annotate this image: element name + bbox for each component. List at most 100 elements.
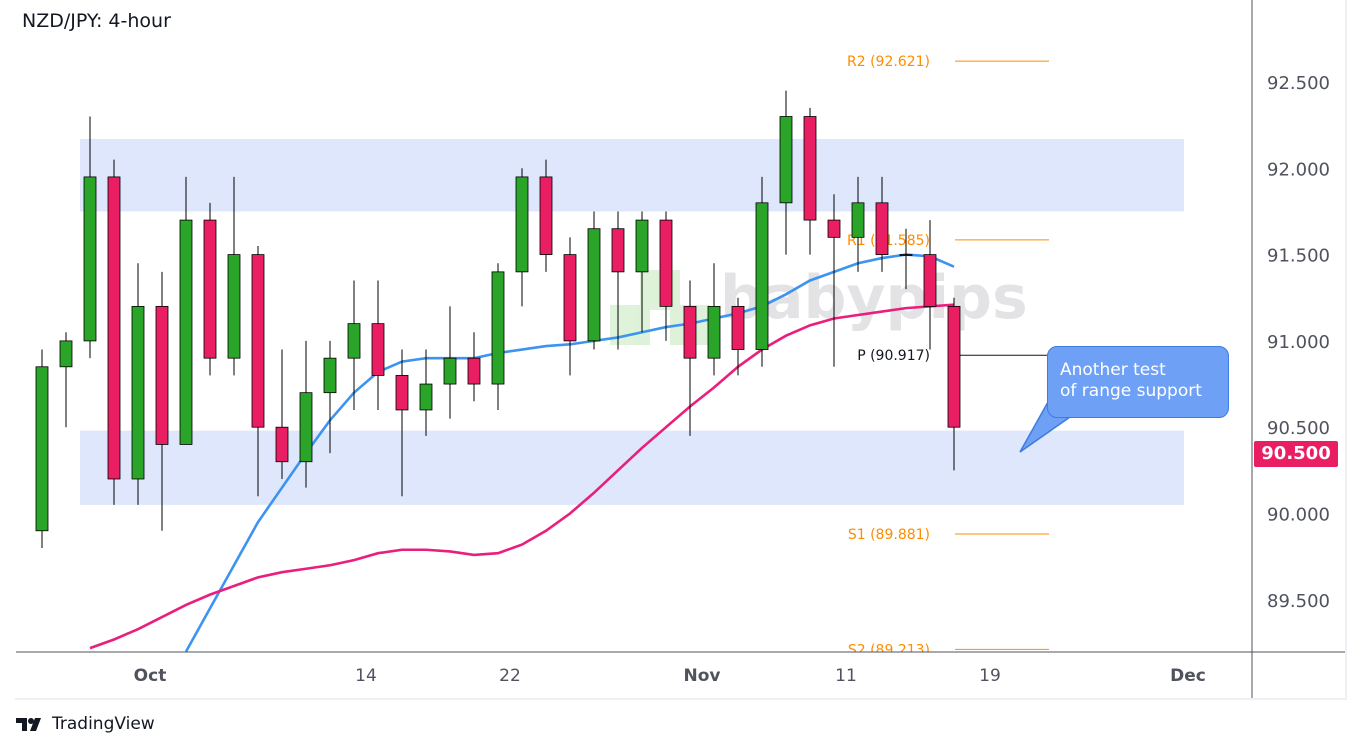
candle bbox=[611, 211, 625, 350]
y-tick-label: 90.500 bbox=[1267, 418, 1330, 439]
x-tick-label: 19 bbox=[979, 666, 1001, 686]
y-tick-label: 91.500 bbox=[1267, 246, 1330, 267]
candle bbox=[131, 263, 145, 505]
candle bbox=[371, 280, 385, 410]
pivot-label: S2 (89.213) bbox=[848, 642, 930, 658]
moving-average-line-1 bbox=[89, 303, 955, 650]
candle bbox=[59, 332, 73, 428]
candle-body bbox=[779, 116, 793, 204]
candle bbox=[35, 349, 49, 549]
y-tick-label: 91.000 bbox=[1267, 332, 1330, 353]
candle-body bbox=[707, 305, 721, 359]
watermark-text: babypips bbox=[720, 263, 1028, 333]
candle-body bbox=[251, 254, 265, 428]
chart-frame bbox=[15, 0, 1347, 700]
candle bbox=[203, 202, 217, 376]
candle-body bbox=[395, 375, 409, 411]
candle-body bbox=[179, 219, 193, 445]
candle bbox=[923, 220, 937, 350]
babypips-watermark: babypips bbox=[610, 263, 1028, 345]
last-price-label: 90.500 bbox=[1254, 441, 1338, 467]
range-zone-0 bbox=[80, 138, 1184, 212]
candle-body bbox=[419, 383, 433, 411]
candle-body bbox=[563, 254, 577, 342]
candle-body bbox=[947, 305, 961, 428]
candle bbox=[539, 159, 553, 272]
candle-body bbox=[611, 228, 625, 273]
candle bbox=[587, 211, 601, 350]
y-tick-label: 89.500 bbox=[1267, 591, 1330, 612]
x-tick-label: 22 bbox=[499, 666, 521, 686]
candle bbox=[275, 349, 289, 479]
candle-body bbox=[539, 176, 553, 255]
candle-body bbox=[635, 219, 649, 273]
candle-body bbox=[467, 357, 481, 385]
candle bbox=[683, 280, 697, 436]
candle-body bbox=[371, 323, 385, 376]
candle bbox=[107, 159, 121, 505]
pivot-label: R1 (91.585) bbox=[847, 233, 930, 249]
candle-body bbox=[59, 340, 73, 368]
candle bbox=[227, 176, 241, 376]
candle bbox=[419, 349, 433, 436]
x-tick-label: 11 bbox=[835, 666, 857, 686]
candle bbox=[467, 332, 481, 402]
candle-body bbox=[803, 116, 817, 221]
candle bbox=[875, 176, 889, 272]
candle-body bbox=[323, 357, 337, 394]
candle-body bbox=[875, 202, 889, 256]
candle bbox=[755, 176, 769, 367]
candle-body bbox=[83, 176, 97, 342]
candle-body bbox=[275, 426, 289, 463]
candle-body bbox=[827, 219, 841, 238]
candle-body bbox=[299, 392, 313, 463]
candle-body bbox=[227, 254, 241, 359]
candle-body bbox=[899, 254, 913, 257]
y-tick-label: 92.500 bbox=[1267, 73, 1330, 94]
tradingview-logo-icon bbox=[16, 718, 41, 731]
candle bbox=[851, 176, 865, 272]
logo-text: TradingView bbox=[52, 714, 155, 734]
candle bbox=[707, 263, 721, 376]
plot-area: babypips R2 (92.621) R1 (91.585) P (90.917)… bbox=[35, 54, 1184, 658]
y-tick-label: 92.000 bbox=[1267, 159, 1330, 180]
pivot-label: S1 (89.881) bbox=[848, 527, 930, 543]
candle-body bbox=[107, 176, 121, 480]
x-tick-label: Dec bbox=[1170, 666, 1206, 686]
candle-body bbox=[347, 323, 361, 359]
candle-body bbox=[131, 305, 145, 480]
candle bbox=[155, 271, 169, 531]
candle bbox=[251, 245, 265, 497]
candle-body bbox=[683, 305, 697, 359]
candle bbox=[179, 176, 193, 445]
candle-body bbox=[755, 202, 769, 350]
candle bbox=[659, 211, 673, 341]
x-tick-label: Nov bbox=[684, 666, 721, 686]
candle-body bbox=[203, 219, 217, 359]
candle-body bbox=[731, 305, 745, 350]
pivot-label: R2 (92.621) bbox=[847, 54, 930, 70]
candle-body bbox=[443, 357, 457, 385]
candle bbox=[83, 116, 97, 359]
pivot-label: P (90.917) bbox=[857, 348, 930, 364]
candle bbox=[515, 168, 529, 307]
x-tick-label: Oct bbox=[134, 666, 167, 686]
candle bbox=[947, 297, 961, 471]
tradingview-logo[interactable]: TradingView bbox=[16, 714, 155, 734]
candle bbox=[323, 340, 337, 454]
candle-body bbox=[35, 366, 49, 532]
candle bbox=[899, 228, 913, 290]
callout-line-1: Another test bbox=[1060, 360, 1166, 380]
candle-body bbox=[587, 228, 601, 342]
candle bbox=[347, 280, 361, 410]
candle-body bbox=[155, 305, 169, 445]
callout-line-2: of range support bbox=[1060, 381, 1202, 401]
candle bbox=[443, 306, 457, 419]
chart-title: NZD/JPY: 4-hour bbox=[22, 10, 171, 32]
candle-body bbox=[659, 219, 673, 307]
candle bbox=[395, 349, 409, 497]
candle bbox=[563, 237, 577, 376]
candle bbox=[635, 211, 649, 333]
candle bbox=[731, 297, 745, 376]
